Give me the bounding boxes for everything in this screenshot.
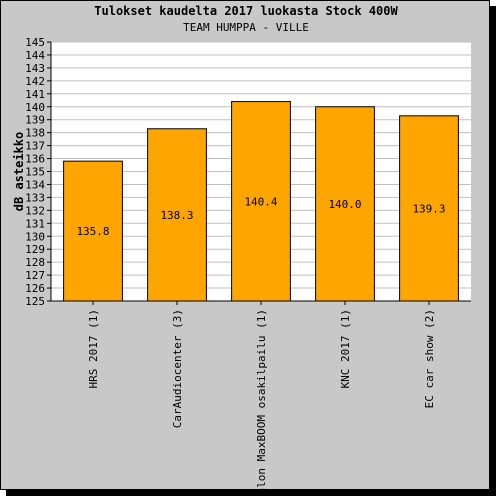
y-tick-label: 128 [25, 256, 45, 269]
y-tick-label: 132 [25, 204, 45, 217]
x-category-label: EC car show (2) [423, 309, 436, 408]
chart-title: Tulokset kaudelta 2017 luokasta Stock 40… [94, 4, 398, 18]
y-axis-title: dB asteikko [12, 132, 26, 211]
bar-value-label: 140.4 [244, 195, 277, 208]
bar [399, 115, 459, 302]
bar-value-label: 135.8 [76, 225, 109, 238]
chart-subtitle: TEAM HUMPPA - VILLE [183, 21, 309, 34]
y-tick-label: 137 [25, 140, 45, 153]
frame-shadow-right [490, 6, 496, 496]
x-category-label: KNC 2017 (1) [339, 309, 352, 388]
bar-value-label: 139.3 [412, 202, 445, 215]
y-tick-label: 125 [25, 295, 45, 308]
y-tick-label: 135 [25, 166, 45, 179]
y-tick-label: 139 [25, 114, 45, 127]
bar-value-label: 140.0 [328, 198, 361, 211]
bar-chart: 1251261271281291301311321331341351361371… [12, 36, 471, 491]
bar [231, 101, 291, 302]
bar [63, 160, 123, 302]
y-tick-label: 145 [25, 36, 45, 49]
y-tick-label: 142 [25, 75, 45, 88]
y-tick-label: 144 [25, 49, 45, 62]
x-category-label: HRS 2017 (1) [87, 309, 100, 388]
chart-frame: Tulokset kaudelta 2017 luokasta Stock 40… [0, 0, 490, 491]
x-category-label: CarAudiocenter (3) [171, 309, 184, 428]
y-tick-label: 130 [25, 230, 45, 243]
y-tick-label: 140 [25, 101, 45, 114]
y-tick-label: 134 [25, 178, 45, 191]
y-tick-label: 129 [25, 243, 45, 256]
y-tick-label: 127 [25, 269, 45, 282]
bar-value-label: 138.3 [160, 209, 193, 222]
y-tick-label: 131 [25, 217, 45, 230]
bar [147, 128, 207, 302]
x-category-label: NSalon MaxBOOM osakilpailu (1) [255, 309, 268, 491]
y-tick-label: 138 [25, 127, 45, 140]
y-tick-label: 136 [25, 153, 45, 166]
y-tick-label: 133 [25, 191, 45, 204]
y-tick-label: 141 [25, 88, 45, 101]
frame-shadow-bottom [6, 490, 496, 496]
y-tick-label: 126 [25, 282, 45, 295]
y-tick-label: 143 [25, 62, 45, 75]
